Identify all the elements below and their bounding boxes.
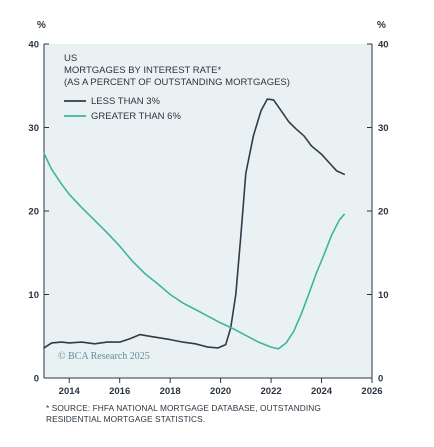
- y-tick-label-left-0: 0: [34, 374, 39, 385]
- x-tick-label-2020: 2020: [210, 386, 231, 397]
- y-tick-label-right-40: 40: [378, 40, 389, 51]
- x-tick-label-2026: 2026: [361, 386, 382, 397]
- tick-marks: [44, 43, 373, 383]
- y-unit-left: %: [37, 20, 46, 31]
- x-tick-label-2024: 2024: [311, 386, 333, 397]
- y-tick-label-right-10: 10: [378, 290, 389, 301]
- x-tick-label-2014: 2014: [59, 386, 81, 397]
- plot-area: [44, 44, 372, 378]
- legend-label-greater-than-6: GREATER THAN 6%: [91, 111, 181, 122]
- series-line-greater-than-6: [43, 152, 345, 350]
- series-lines: [43, 98, 345, 350]
- chart-title: US: [64, 53, 77, 64]
- chart-subtitle-line-2: (AS A PERCENT OF OUTSTANDING MORTGAGES): [64, 77, 290, 88]
- legend: LESS THAN 3% GREATER THAN 6%: [64, 96, 181, 122]
- y-tick-label-left-10: 10: [28, 290, 39, 301]
- footnote: * SOURCE: FHFA NATIONAL MORTGAGE DATABAS…: [46, 403, 416, 425]
- y-tick-label-left-40: 40: [28, 40, 39, 51]
- y-tick-label-right-20: 20: [378, 207, 389, 218]
- y-tick-label-left-30: 30: [28, 123, 39, 134]
- footnote-line-1: * SOURCE: FHFA NATIONAL MORTGAGE DATABAS…: [46, 403, 321, 413]
- x-tick-label-2018: 2018: [160, 386, 181, 397]
- chart-subtitle-line-1: MORTGAGES BY INTEREST RATE*: [64, 65, 221, 76]
- y-tick-label-right-0: 0: [378, 374, 383, 385]
- y-unit-right: %: [377, 20, 386, 31]
- y-tick-label-left-20: 20: [28, 207, 39, 218]
- y-tick-label-right-30: 30: [378, 123, 389, 134]
- legend-label-less-than-3: LESS THAN 3%: [91, 96, 161, 107]
- watermark: © BCA Research 2025: [58, 351, 150, 362]
- footnote-line-2: RESIDENTIAL MORTGAGE STATISTICS.: [46, 414, 206, 424]
- x-tick-label-2016: 2016: [109, 386, 130, 397]
- series-line-less-than-3: [43, 98, 345, 349]
- x-tick-label-2022: 2022: [261, 386, 282, 397]
